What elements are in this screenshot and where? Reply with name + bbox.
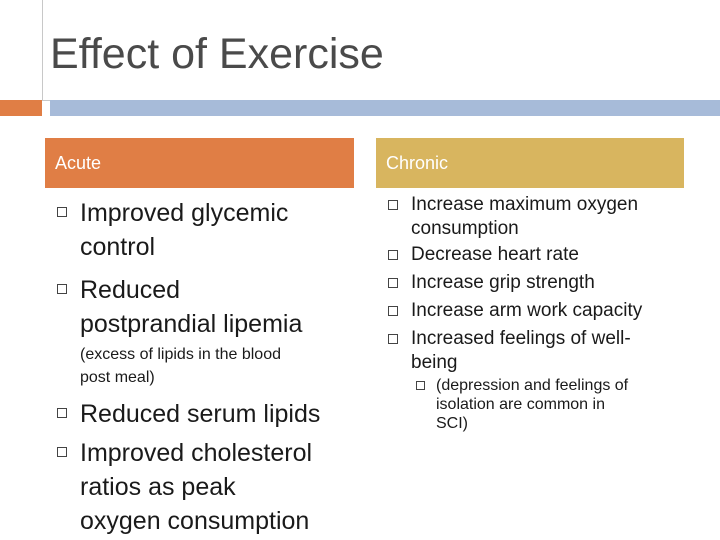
chronic-item-oxygen: Increase maximum oxygen consumption [411, 194, 639, 239]
chronic-header-label: Chronic [386, 152, 449, 173]
checkbox-square-icon [57, 207, 67, 217]
acute-header-label: Acute [55, 152, 102, 173]
checkbox-square-icon [57, 447, 67, 457]
checkbox-square-icon [388, 334, 398, 344]
checkbox-square-icon [388, 200, 398, 210]
acute-item-lipemia: Reduced postprandial lipemia [80, 276, 303, 338]
chronic-item-arm: Increase arm work capacity [411, 300, 643, 321]
acute-item-cholesterol: Improved cholesterol ratios as peak oxyg… [80, 439, 313, 535]
acute-lipemia-note: (excess of lipids in the blood post meal… [80, 346, 281, 386]
accent-bar-blue [50, 100, 720, 116]
acute-header: Acute [45, 138, 354, 188]
chronic-sub-note: (depression and feelings of isolation ar… [436, 377, 629, 432]
chronic-item-heart-rate: Decrease heart rate [411, 244, 579, 265]
acute-item-glycemic: Improved glycemic control [80, 199, 289, 261]
accent-bar-orange [0, 100, 42, 116]
checkbox-square-icon [416, 381, 425, 390]
checkbox-square-icon [388, 278, 398, 288]
chronic-item-wellbeing: Increased feelings of well- being [411, 328, 631, 373]
checkbox-square-icon [388, 306, 398, 316]
checkbox-square-icon [388, 250, 398, 260]
checkbox-square-icon [57, 408, 67, 418]
slide-title: Effect of Exercise [50, 30, 384, 78]
chronic-header: Chronic [376, 138, 684, 188]
checkbox-square-icon [57, 284, 67, 294]
chronic-item-grip: Increase grip strength [411, 272, 595, 293]
acute-item-serum-lipids: Reduced serum lipids [80, 400, 321, 428]
